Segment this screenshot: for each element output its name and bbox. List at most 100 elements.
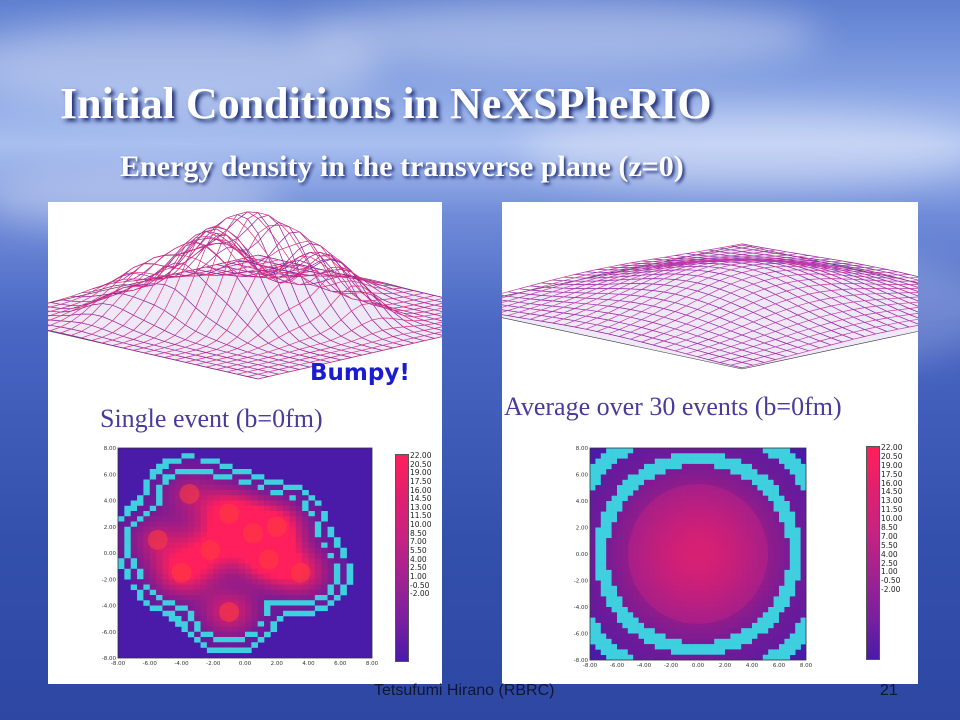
heatmap-cell [698, 612, 704, 618]
heatmap-cell [719, 516, 726, 523]
heatmap-cell [644, 622, 650, 629]
heatmap-cell [703, 543, 710, 549]
heatmap-cell [762, 543, 769, 549]
heatmap-cell [219, 500, 227, 507]
heatmap-cell [175, 610, 182, 617]
heatmap-cell [276, 605, 284, 612]
heatmap-cell [671, 463, 677, 470]
heatmap-cell [649, 490, 656, 496]
x-tick-label: -6.00 [143, 661, 158, 667]
heatmap-cell [654, 564, 661, 571]
heatmap-cell [149, 605, 157, 612]
heatmap-cell [617, 511, 623, 518]
heatmap-cell [644, 617, 650, 624]
heatmap-cell [795, 463, 801, 470]
heatmap-cell [735, 559, 742, 565]
heatmap-cell [638, 501, 645, 507]
heatmap-cell [746, 516, 753, 523]
heatmap-cell [735, 479, 742, 486]
heatmap-cell [671, 485, 677, 491]
heatmap-cell [768, 575, 774, 581]
heatmap-cell [162, 469, 170, 475]
heatmap-cell [606, 522, 612, 528]
surface-mesh-line [507, 253, 798, 316]
heatmap-cell [302, 558, 309, 564]
heatmap-cell [130, 505, 138, 512]
heatmap-cell [638, 575, 645, 581]
heatmap-cell [251, 505, 258, 512]
heatmap-cell [800, 585, 807, 592]
heatmap-cell [638, 591, 645, 597]
heatmap-cell [276, 610, 284, 617]
heatmap-cell [245, 621, 252, 627]
heatmap-cell [187, 631, 195, 638]
colorbar-level: 22.00 [410, 451, 432, 460]
heatmap-cell [283, 537, 290, 543]
heatmap-cell [295, 605, 303, 612]
heatmap-cell [681, 543, 688, 549]
heatmap-cell [219, 563, 227, 570]
heatmap-cell [703, 479, 710, 486]
heatmap-cell [340, 547, 347, 554]
heatmap-cell [289, 542, 297, 549]
heatmap-cell [257, 568, 265, 575]
heatmap-cell [213, 574, 220, 580]
heatmap-cell [746, 485, 753, 491]
heatmap-cell [784, 453, 791, 459]
heatmap-cell [703, 607, 710, 613]
heatmap-cell [725, 617, 731, 624]
heatmap-cell [245, 495, 252, 501]
heatmap-cell [606, 575, 612, 581]
heatmap-cell [741, 638, 747, 645]
heatmap-cell [789, 453, 796, 459]
heatmap-cell [194, 558, 201, 564]
heatmap-cell [162, 563, 170, 570]
heatmap-cell [611, 469, 618, 475]
heatmap-cell [617, 649, 623, 655]
heatmap-cell [289, 589, 297, 596]
heatmap-cell [708, 580, 715, 587]
heatmap-cell [654, 532, 661, 539]
heatmap-cell [692, 479, 699, 486]
heatmap-cell [156, 521, 163, 528]
heatmap-cell [175, 495, 182, 501]
heatmap-cell [137, 532, 144, 538]
heatmap-cell [752, 532, 758, 539]
heatmap-cell [692, 548, 699, 555]
heatmap-cell [714, 591, 720, 597]
heatmap-cell [622, 569, 629, 576]
heatmap-cell [327, 579, 335, 585]
heatmap-cell [671, 633, 677, 640]
heatmap-cell [206, 637, 214, 643]
heatmap-cell [606, 612, 612, 618]
slide-title: Initial Conditions in NeXSPheRIO [60, 79, 712, 128]
y-tick-label: 0.00 [576, 552, 589, 558]
heatmap-cell [784, 638, 791, 645]
heatmap-cell [692, 490, 699, 496]
heatmap-cell [703, 538, 710, 544]
heatmap-cell [752, 506, 758, 512]
heatmap-cell [622, 596, 629, 602]
heatmap-cell [714, 511, 720, 518]
heatmap-cell [295, 537, 303, 543]
heatmap-cell [654, 448, 661, 454]
heatmap-cell [649, 638, 656, 645]
heatmap-cell [308, 595, 316, 601]
heatmap-cell [595, 575, 602, 581]
heatmap-cell [289, 516, 297, 522]
x-tick-label: -4.00 [637, 663, 652, 669]
heatmap-cell [225, 526, 233, 533]
heatmap-cell [143, 579, 151, 585]
heatmap-cell [302, 584, 309, 591]
heatmap-cell [752, 474, 758, 481]
heatmap-cell [295, 526, 303, 533]
heatmap-cell [257, 484, 265, 491]
heatmap-cell [725, 448, 731, 454]
heatmap-cell [789, 548, 796, 555]
heatmap-cell [665, 490, 672, 496]
heatmap-cell [206, 605, 214, 612]
heatmap-cell [213, 500, 220, 507]
heatmap-cell [644, 506, 650, 512]
heatmap-cell [757, 559, 764, 565]
heatmap-cell [757, 511, 764, 518]
